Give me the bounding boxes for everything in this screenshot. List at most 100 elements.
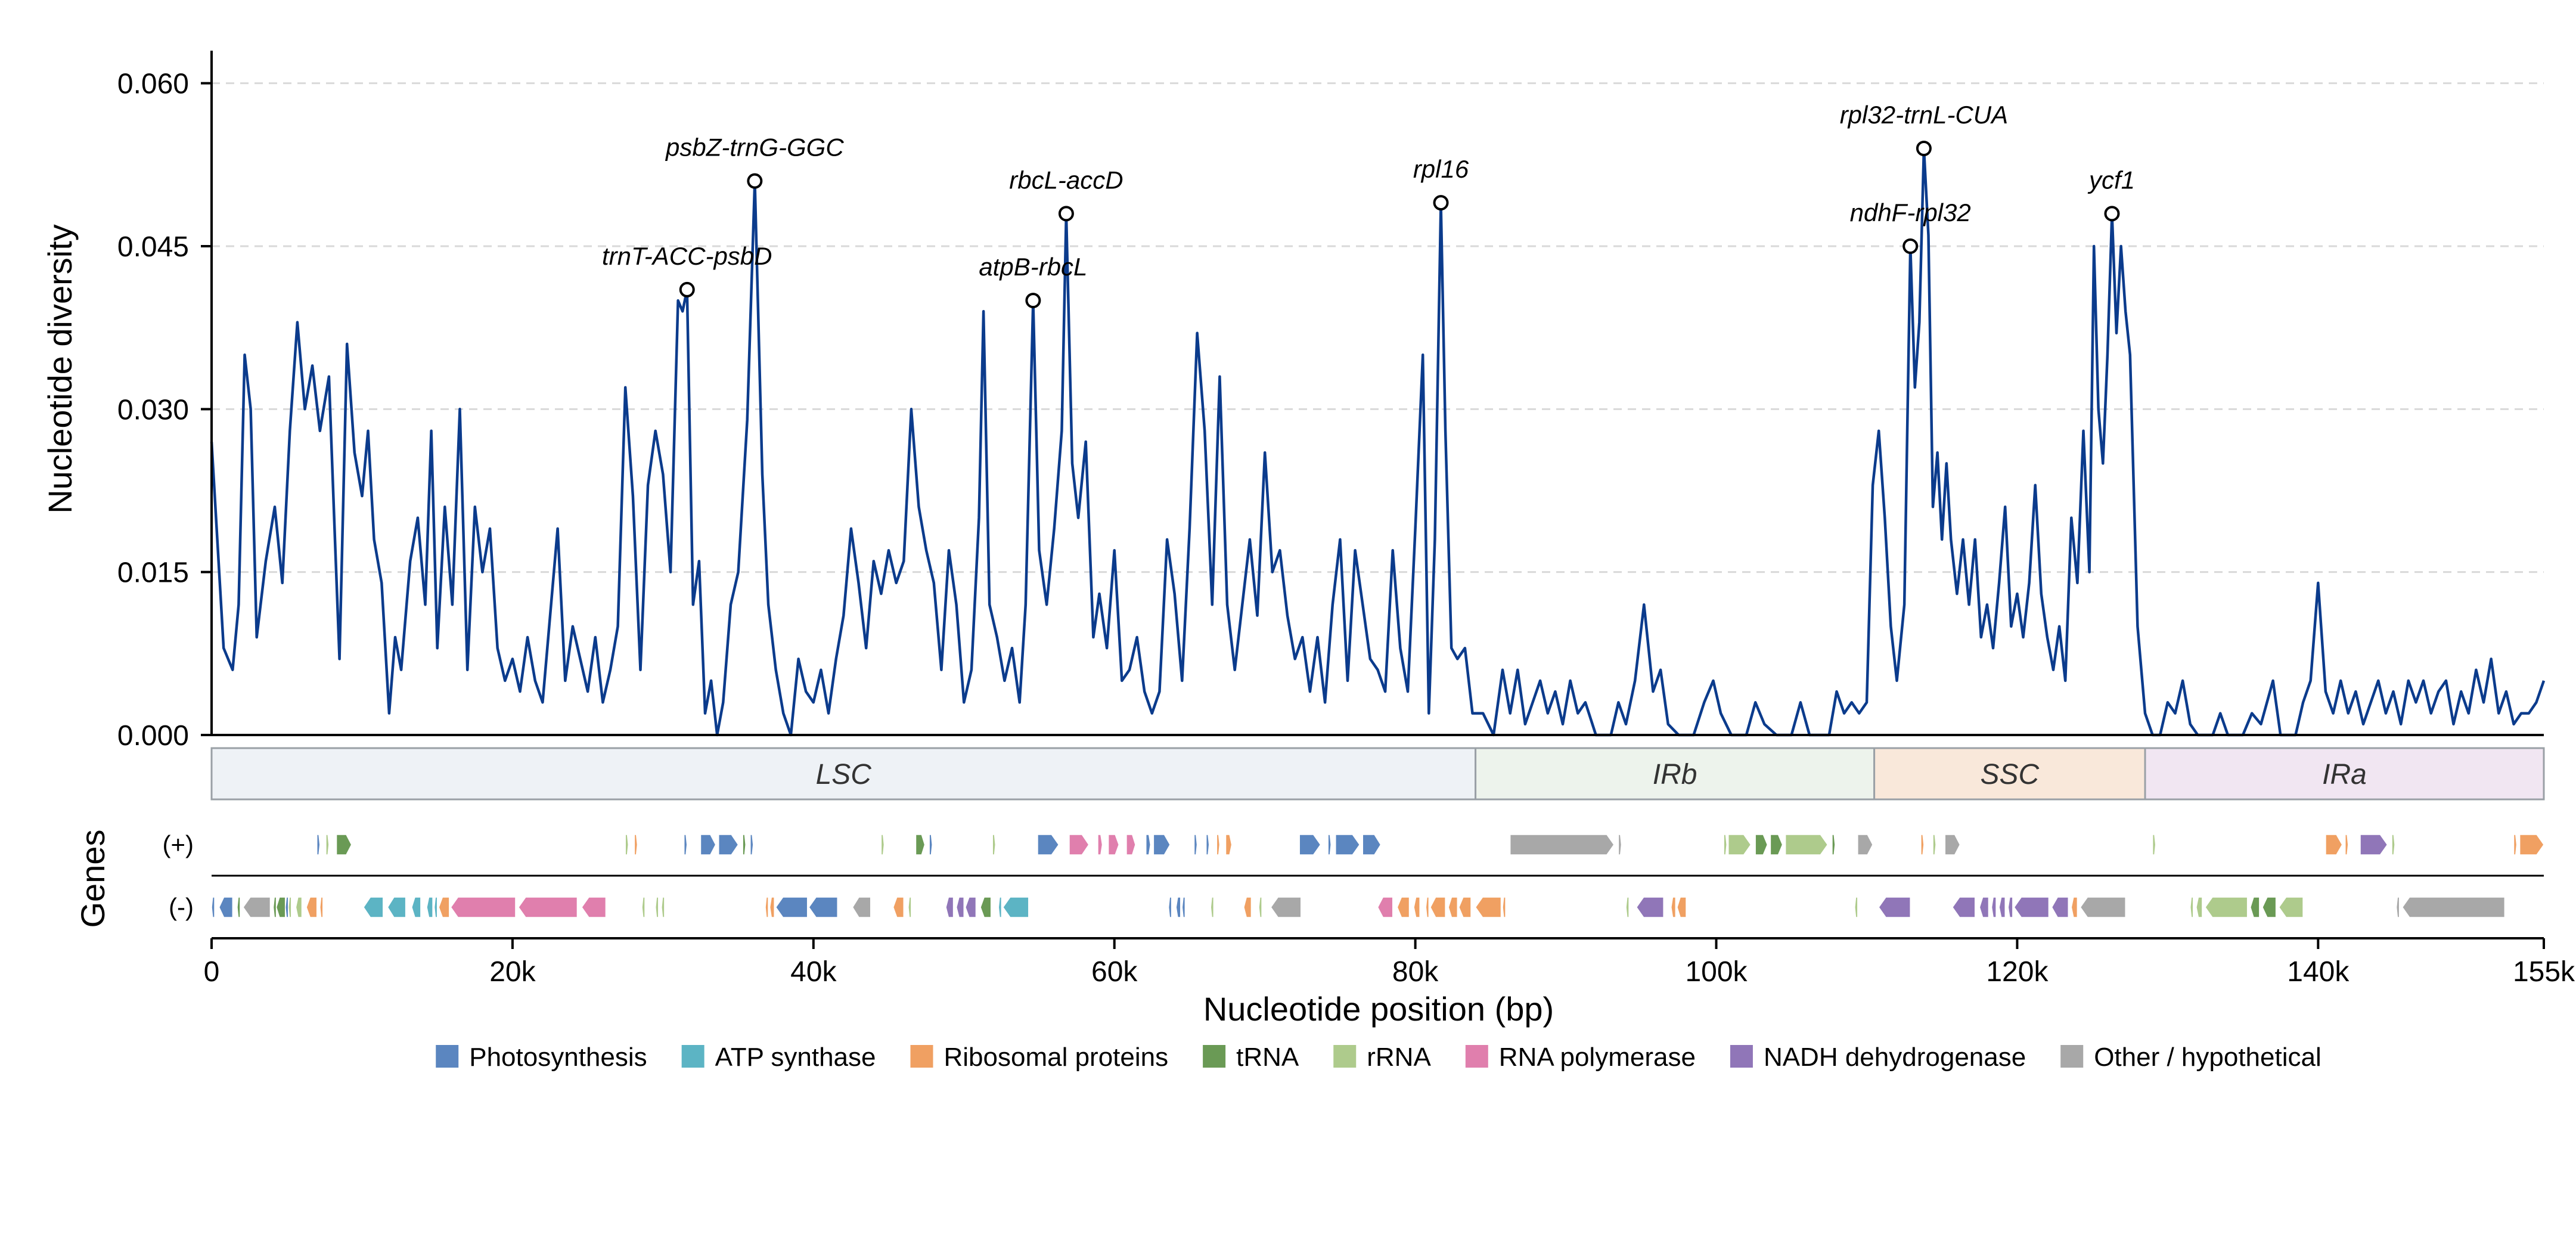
legend-label: rRNA: [1367, 1043, 1431, 1072]
gene-arrow: [518, 897, 578, 918]
gene-arrow: [1625, 897, 1630, 918]
grid-lines: [212, 82, 2544, 573]
gene-arrow: [2519, 834, 2544, 855]
peak-marker: [1916, 141, 1932, 156]
peak-label: ndhF-rpl32: [1850, 199, 1971, 227]
legend-label: Other / hypothetical: [2094, 1043, 2321, 1072]
x-tick-label: 155k: [2513, 956, 2575, 988]
x-tick-label: 20k: [489, 956, 536, 988]
gene-arrow: [2360, 834, 2388, 855]
gene-arrow: [1932, 834, 1936, 855]
legend-label: ATP synthase: [715, 1043, 876, 1072]
gene-arrow: [915, 834, 926, 855]
peak-marker: [1025, 293, 1041, 309]
gene-arrow: [581, 897, 607, 918]
gene-arrow: [1175, 897, 1181, 918]
gene-arrow: [908, 897, 912, 918]
gene-arrow: [1145, 834, 1152, 855]
gene-arrow: [1413, 897, 1420, 918]
gene-arrow: [1002, 897, 1029, 918]
gene-arrow: [450, 897, 516, 918]
gene-arrow: [2013, 897, 2050, 918]
gene-arrow: [1979, 897, 1990, 918]
gene-arrow: [426, 897, 433, 918]
region-box: [210, 747, 1477, 801]
gene-arrow: [2249, 897, 2260, 918]
gene-arrow: [2205, 897, 2248, 918]
gene-arrow: [1225, 834, 1233, 855]
gene-arrow: [683, 834, 688, 855]
gene-arrow: [2189, 897, 2194, 918]
gene-arrow: [964, 897, 977, 918]
gene-arrow: [1335, 834, 1361, 855]
legend-label: Ribosomal proteins: [944, 1043, 1168, 1072]
gene-arrow: [1448, 897, 1458, 918]
gene-arrow: [1944, 834, 1961, 855]
gene-arrow: [1181, 897, 1186, 918]
gene-arrow: [1216, 834, 1221, 855]
gene-arrow: [641, 897, 645, 918]
peak-marker: [747, 173, 763, 189]
y-tick-label: 0.060: [117, 69, 189, 100]
legend-label: NADH dehydrogenase: [1764, 1043, 2026, 1072]
gene-arrow: [1107, 834, 1120, 855]
gene-arrow: [1126, 834, 1136, 855]
region-band: LSC IRb SSC IRa: [210, 747, 2545, 801]
peak-label: rbcL-accD: [1009, 166, 1123, 194]
gene-arrow: [892, 897, 905, 918]
gene-arrow: [316, 834, 321, 855]
gene-arrow: [654, 897, 659, 918]
gene-arrow: [1727, 834, 1752, 855]
y-tick-label: 0.015: [117, 557, 189, 589]
gene-arrow: [2345, 834, 2349, 855]
gene-arrow: [1991, 897, 1997, 918]
legend-swatch: [1333, 1045, 1357, 1068]
peak-marker: [1433, 195, 1449, 211]
gene-arrow: [765, 897, 769, 918]
gene-arrow: [1671, 897, 1677, 918]
legend: Photosynthesis ATP synthase Ribosomal prot…: [436, 1043, 2321, 1072]
legend-swatch: [1730, 1045, 1753, 1068]
gene-arrow: [1857, 834, 1873, 855]
gene-arrow: [1037, 834, 1060, 855]
gene-arrow: [769, 897, 775, 918]
gene-arrow: [1327, 834, 1332, 855]
x-tick-label: 80k: [1392, 956, 1439, 988]
gene-arrow: [625, 834, 629, 855]
legend-swatch: [681, 1045, 704, 1068]
gene-arrow: [319, 897, 324, 918]
peak-annotations: trnT-ACC-psbD psbZ-trnG-GGC atpB-rbcL rbcL-…: [602, 101, 2135, 309]
gene-arrow: [980, 897, 992, 918]
gene-arrow: [325, 834, 330, 855]
gene-arrow: [1755, 834, 1768, 855]
gene-arrow: [880, 834, 885, 855]
gene-arrow: [2513, 834, 2518, 855]
peak-marker: [2104, 206, 2120, 222]
region-box: [1873, 747, 2146, 801]
gene-arrow: [1193, 834, 1198, 855]
gene-arrow: [411, 897, 421, 918]
diversity-line-layer: [210, 147, 2546, 737]
y-tick-label: 0.045: [117, 231, 189, 263]
gene-arrow: [998, 897, 1003, 918]
gene-tracks: (+) (-): [163, 830, 2544, 921]
region-box: [1475, 747, 1876, 801]
gene-arrow: [1509, 834, 1615, 855]
gene-arrow: [1243, 897, 1252, 918]
gene-arrow: [808, 897, 838, 918]
gene-arrow: [955, 897, 965, 918]
peak-label: trnT-ACC-psbD: [602, 242, 772, 270]
legend-label: Photosynthesis: [469, 1043, 647, 1072]
gene-arrow: [700, 834, 716, 855]
gene-arrow: [718, 834, 739, 855]
gene-arrow: [1396, 897, 1410, 918]
gene-arrow: [295, 897, 303, 918]
gene-arrow: [243, 897, 271, 918]
y-tick-label: 0.000: [117, 720, 189, 752]
peak-label: psbZ-trnG-GGC: [665, 134, 844, 162]
strand-label-minus: (-): [169, 893, 194, 921]
gene-arrow: [2196, 897, 2203, 918]
legend-swatch: [436, 1045, 459, 1068]
gene-arrow: [1205, 834, 1210, 855]
